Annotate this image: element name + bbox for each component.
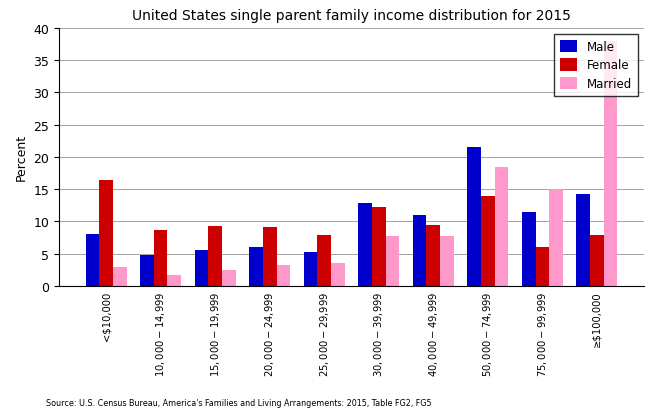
Bar [426, 226, 440, 286]
Bar [317, 236, 331, 286]
Bar [113, 267, 127, 286]
Legend: Male, Female, Married: Male, Female, Married [554, 34, 638, 97]
Bar [386, 236, 399, 286]
Bar [99, 181, 113, 286]
Bar [495, 168, 509, 286]
Bar [194, 250, 208, 286]
Bar [85, 234, 99, 286]
Bar [467, 148, 481, 286]
Title: United States single parent family income distribution for 2015: United States single parent family incom… [132, 9, 571, 23]
Bar [576, 195, 590, 286]
Bar [140, 255, 154, 286]
Bar [154, 231, 168, 286]
Bar [277, 265, 290, 286]
Bar [331, 263, 345, 286]
Bar [208, 227, 222, 286]
Bar [249, 247, 263, 286]
Text: Source: U.S. Census Bureau, America's Families and Living Arrangements: 2015, Ta: Source: U.S. Census Bureau, America's Fa… [46, 398, 432, 407]
Bar [549, 190, 563, 286]
Bar [590, 236, 604, 286]
Bar [304, 252, 317, 286]
Bar [535, 247, 549, 286]
Bar [522, 212, 535, 286]
Bar [263, 228, 277, 286]
Bar [222, 270, 236, 286]
Bar [604, 41, 618, 286]
Bar [413, 216, 426, 286]
Y-axis label: Percent: Percent [15, 134, 28, 181]
Bar [168, 275, 181, 286]
Bar [358, 204, 372, 286]
Bar [440, 237, 454, 286]
Bar [481, 197, 495, 286]
Bar [372, 207, 386, 286]
